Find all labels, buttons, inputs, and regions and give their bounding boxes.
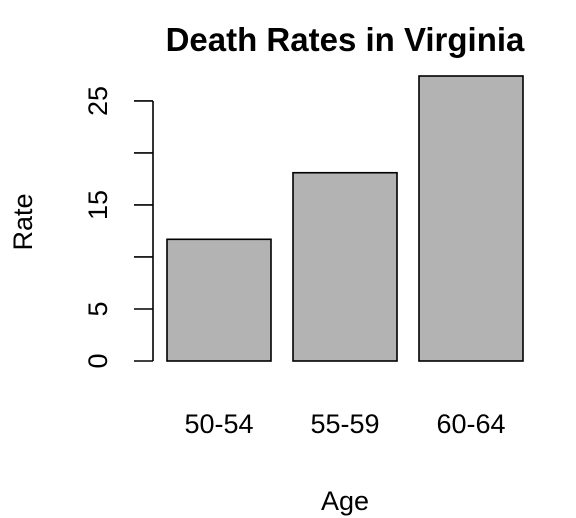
- bars: [166, 75, 524, 362]
- x-tick-label: 50-54: [184, 409, 253, 439]
- bar-55-59: [292, 171, 398, 362]
- x-tick-labels: 50-54 55-59 60-64: [184, 409, 505, 439]
- bar-60-64: [418, 75, 524, 362]
- x-axis-label: Age: [321, 486, 369, 516]
- bar-50-54: [166, 238, 272, 362]
- y-tick-label: 25: [83, 86, 113, 116]
- x-tick-label: 55-59: [310, 409, 379, 439]
- y-tick-label: 5: [83, 301, 113, 316]
- y-axis-label: Rate: [8, 193, 38, 250]
- chart-title: Death Rates in Virginia: [166, 21, 525, 58]
- y-tick-label: 0: [83, 353, 113, 368]
- x-tick-label: 60-64: [436, 409, 505, 439]
- y-tick-label: 15: [83, 190, 113, 220]
- y-axis: 0 5 15 25: [83, 86, 154, 369]
